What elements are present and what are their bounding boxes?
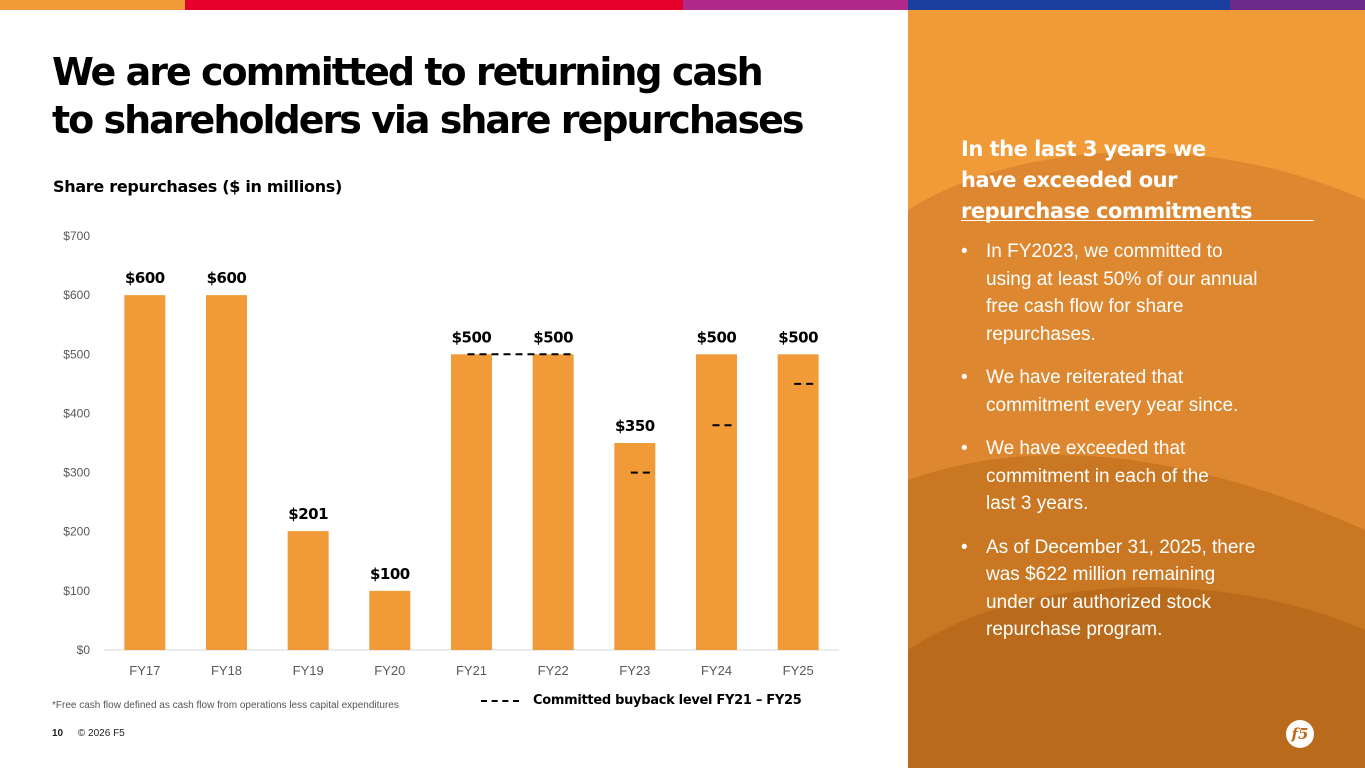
y-tick-label: $100 — [63, 584, 90, 598]
panel-bullet-list: • In FY2023, we committed to using at le… — [961, 238, 1341, 660]
y-tick-label: $300 — [63, 466, 90, 480]
x-tick-label: FY18 — [211, 663, 242, 678]
bullet-line: repurchases. — [986, 323, 1096, 345]
bullet-line: was $622 million remaining — [986, 564, 1216, 585]
x-tick-label: FY25 — [783, 663, 814, 678]
top-bar-segment-purple — [1230, 0, 1365, 10]
page-title-line-2: to shareholders via share repurchases — [52, 98, 805, 142]
bullet-item-3: • We have exceeded that commitment in ea… — [961, 435, 1341, 518]
bullet-line: commitment every year since. — [986, 394, 1239, 416]
bullet-dot: • — [961, 438, 968, 459]
y-tick-label: $400 — [63, 406, 90, 420]
bar-fy18 — [206, 295, 247, 650]
y-tick-label: $700 — [63, 229, 90, 243]
bar-fy24 — [696, 354, 737, 650]
bar-fy25 — [777, 354, 819, 650]
x-tick-label: FY24 — [701, 663, 732, 678]
bullet-line: We have reiterated that — [986, 367, 1184, 388]
bar-chart: $0 $100 $200 $300 $400 $500 $600 $700 $600 FY17 $6… — [63, 229, 839, 678]
data-label: $500 — [452, 328, 492, 346]
x-tick-label: FY23 — [619, 663, 650, 678]
data-label: $600 — [125, 269, 165, 287]
y-tick-label: $600 — [63, 288, 90, 302]
data-label: $500 — [533, 328, 573, 346]
top-bar-segment-blue — [908, 0, 1230, 10]
data-label: $201 — [288, 505, 328, 523]
panel-heading-line-1: In the last 3 years we — [961, 137, 1206, 161]
bar-fy23 — [614, 443, 656, 650]
bullet-line: As of December 31, 2025, there — [986, 536, 1256, 558]
panel-heading: In the last 3 years we have exceeded our… — [961, 134, 1253, 227]
f5-logo: f5 — [1286, 720, 1314, 748]
data-label: $500 — [697, 328, 737, 346]
x-tick-label: FY17 — [129, 663, 160, 678]
data-label: $350 — [615, 417, 655, 435]
bullet-line: under our authorized stock — [986, 591, 1211, 613]
panel-background-waves — [908, 152, 1365, 768]
bullet-line: free cash flow for share — [986, 296, 1184, 317]
bullet-item-1: • In FY2023, we committed to using at le… — [961, 238, 1341, 348]
x-tick-label: FY22 — [538, 663, 569, 678]
x-tick-label: FY20 — [374, 663, 405, 678]
x-tick-label: FY19 — [293, 663, 324, 678]
slide-footer: 10 © 2026 F5 — [52, 728, 125, 739]
legend-dash-swatch — [481, 699, 519, 702]
page-number: 10 — [52, 728, 64, 739]
legend-label: Committed buyback level FY21 – FY25 — [533, 693, 802, 708]
y-tick-label: $200 — [63, 525, 90, 539]
footnote: *Free cash flow defined as cash flow fro… — [52, 700, 399, 711]
chart-legend: Committed buyback level FY21 – FY25 — [481, 693, 802, 708]
bullet-line: We have exceeded that — [986, 438, 1186, 459]
page-title: We are committed to returning cash to sh… — [52, 48, 805, 144]
data-label: $500 — [778, 328, 818, 346]
bullet-item-2: • We have reiterated that commitment eve… — [961, 364, 1341, 419]
bullet-dot: • — [961, 536, 968, 558]
panel-heading-line-3: repurchase commitments — [961, 199, 1253, 223]
side-panel: In the last 3 years we have exceeded our… — [908, 10, 1365, 768]
y-tick-label: $0 — [77, 643, 91, 657]
data-label: $100 — [370, 565, 410, 583]
page-title-line-1: We are committed to returning cash — [52, 50, 764, 94]
data-label: $600 — [207, 269, 247, 287]
bar-fy22 — [532, 354, 574, 650]
bullet-line: last 3 years. — [986, 493, 1089, 514]
bar-fy21 — [451, 354, 492, 650]
bullet-line: In FY2023, we committed to — [986, 241, 1223, 262]
panel-heading-underline — [961, 220, 1314, 221]
bullet-dot: • — [961, 367, 968, 388]
top-bar-segment-magenta — [683, 0, 908, 10]
x-tick-label: FY21 — [456, 663, 487, 678]
bullet-line: repurchase program. — [986, 619, 1163, 640]
bullet-line: using at least 50% of our annual — [986, 268, 1258, 290]
bar-fy20 — [369, 590, 411, 650]
bar-fy19 — [287, 531, 329, 650]
top-bar-segment-red — [185, 0, 683, 10]
top-bar-segment-orange — [0, 0, 185, 10]
chart-title: Share repurchases ($ in millions) — [53, 177, 343, 196]
bullet-item-4: • As of December 31, 2025, there was $62… — [961, 534, 1341, 644]
bar-fy17 — [124, 295, 166, 650]
top-color-bar — [0, 0, 1365, 10]
bullet-line: commitment in each of the — [986, 465, 1209, 487]
y-tick-label: $500 — [63, 347, 90, 361]
copyright: © 2026 F5 — [77, 728, 125, 739]
panel-heading-line-2: have exceeded our — [961, 168, 1177, 192]
bullet-dot: • — [961, 241, 968, 262]
